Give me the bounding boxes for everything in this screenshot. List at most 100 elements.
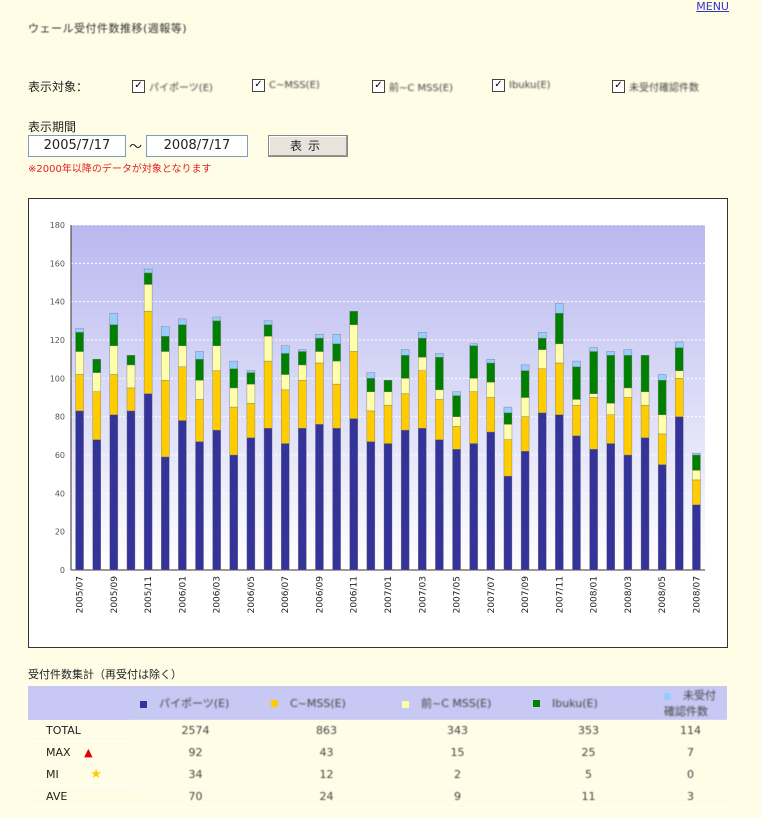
bar-segment bbox=[520, 450, 530, 571]
summary-row-max: MAX ▲ 92 43 15 25 7 bbox=[28, 741, 727, 764]
bar-segment bbox=[589, 347, 598, 352]
page-title: ウェール受付件数推移(週報等) bbox=[28, 22, 188, 35]
x-tick-label: 2007/09 bbox=[521, 576, 531, 614]
bar-segment bbox=[606, 355, 615, 404]
filter-label: 表示対象： bbox=[28, 80, 89, 94]
summary-cell: 11 bbox=[523, 785, 654, 808]
bar-segment bbox=[161, 335, 170, 352]
checkbox-checked-icon[interactable]: ✓ bbox=[612, 80, 625, 93]
bar-segment bbox=[469, 443, 478, 571]
bar-segment bbox=[161, 456, 170, 571]
bar-segment bbox=[75, 328, 84, 333]
bar-segment bbox=[623, 397, 633, 456]
bar-segment bbox=[606, 414, 615, 444]
bar-segment bbox=[75, 351, 84, 375]
checkbox-checked-icon[interactable]: ✓ bbox=[252, 79, 265, 92]
bar-segment bbox=[418, 337, 427, 358]
bar-segment bbox=[400, 378, 410, 394]
summary-cell: 2 bbox=[392, 763, 523, 786]
bar-segment bbox=[195, 358, 204, 381]
bar-segment bbox=[143, 272, 153, 285]
bar-segment bbox=[161, 351, 170, 381]
summary-cell: 0 bbox=[654, 763, 727, 786]
bar-segment bbox=[349, 418, 358, 571]
bar-segment bbox=[280, 443, 290, 571]
bar-segment bbox=[229, 387, 238, 408]
filter-checkbox-2[interactable]: ✓ C~MSS(E) bbox=[252, 79, 320, 92]
bar-segment bbox=[606, 351, 615, 356]
filter-checkbox-4[interactable]: ✓ Ibuku(E) bbox=[492, 79, 551, 92]
bar-segment bbox=[503, 412, 513, 425]
bar-segment bbox=[92, 391, 101, 440]
summary-cell: 92 bbox=[130, 741, 261, 764]
checkbox-checked-icon[interactable]: ✓ bbox=[492, 79, 505, 92]
menu-link[interactable]: MENU bbox=[696, 0, 729, 13]
y-tick-label: 180 bbox=[50, 221, 65, 230]
bar-segment bbox=[657, 464, 667, 571]
x-tick-label: 2005/11 bbox=[144, 576, 154, 613]
y-tick-label: 60 bbox=[55, 451, 65, 460]
show-button[interactable]: 表示 bbox=[268, 135, 348, 157]
bar-segment bbox=[400, 355, 410, 379]
bar-segment bbox=[623, 387, 633, 398]
checkbox-checked-icon[interactable]: ✓ bbox=[372, 80, 385, 93]
y-tick-label: 100 bbox=[50, 374, 65, 383]
bar-segment bbox=[572, 366, 581, 400]
y-tick-label: 160 bbox=[50, 259, 65, 268]
row-label-text: MI bbox=[46, 768, 59, 781]
summary-cell: 353 bbox=[523, 720, 654, 742]
chart-frame: 0 20 40 60 80 100 120 140 160 180 2005/07 2005/09 20… bbox=[28, 198, 728, 648]
bar-segment bbox=[263, 324, 273, 337]
bar-segment bbox=[538, 337, 547, 350]
bar-segment bbox=[589, 393, 598, 398]
bar-segment bbox=[349, 311, 358, 325]
bar-segment bbox=[75, 410, 84, 571]
bar-segment bbox=[675, 370, 684, 379]
bar-segment bbox=[263, 320, 273, 325]
summary-cell: 12 bbox=[261, 763, 392, 786]
bar-segment bbox=[332, 334, 341, 345]
summary-cell: 343 bbox=[392, 720, 523, 742]
checkbox-checked-icon[interactable]: ✓ bbox=[132, 80, 145, 93]
bar-segment bbox=[246, 370, 256, 373]
bar-segment bbox=[315, 351, 324, 364]
filter-checkbox-1[interactable]: ✓ パイポーツ(E) bbox=[132, 79, 213, 94]
legend-square-icon bbox=[140, 700, 147, 708]
red-triangle-icon: ▲ bbox=[84, 746, 93, 759]
bar-segment bbox=[246, 403, 256, 438]
summary-cell: 3 bbox=[654, 785, 727, 808]
bar-segment bbox=[109, 312, 119, 325]
filter-checkbox-5[interactable]: ✓ 未受付確認件数 bbox=[612, 79, 699, 94]
start-date-input[interactable]: 2005/7/17 bbox=[28, 135, 126, 157]
bar-segment bbox=[435, 389, 444, 400]
row-label: AVE bbox=[28, 785, 130, 808]
summary-cell: 7 bbox=[654, 741, 727, 764]
bar-segment bbox=[195, 399, 204, 442]
bar-segment bbox=[452, 391, 461, 396]
summary-table: パイポーツ(E) C~MSS(E) 前~C MSS(E) Ibuku(E) 未受… bbox=[28, 686, 727, 808]
row-label: MI ★ bbox=[28, 763, 130, 786]
summary-cell: 15 bbox=[392, 741, 523, 764]
bar-segment bbox=[503, 406, 513, 414]
legend-square-icon bbox=[664, 692, 671, 700]
bar-segment bbox=[589, 351, 598, 394]
bar-segment bbox=[246, 437, 256, 571]
bar-segment bbox=[315, 337, 324, 352]
bar-segment bbox=[572, 399, 581, 406]
bar-segment bbox=[555, 414, 564, 571]
filter-item-label: パイポーツ(E) bbox=[149, 83, 213, 94]
bar-segment bbox=[572, 360, 581, 368]
bar-segment bbox=[692, 504, 701, 571]
bar-segment bbox=[606, 443, 615, 571]
period-label: 表示期間 bbox=[28, 120, 77, 134]
bar-segment bbox=[109, 414, 119, 571]
x-tick-label: 2006/05 bbox=[247, 576, 257, 613]
bar-segment bbox=[178, 420, 187, 571]
x-tick-label: 2007/05 bbox=[453, 576, 463, 613]
summary-header-label: パイポーツ(E) bbox=[159, 697, 230, 710]
bar-segment bbox=[212, 320, 221, 346]
summary-cell: 70 bbox=[130, 785, 261, 808]
bar-segment bbox=[280, 353, 290, 375]
filter-checkbox-3[interactable]: ✓ 前~C MSS(E) bbox=[372, 79, 453, 94]
end-date-input[interactable]: 2008/7/17 bbox=[146, 135, 248, 157]
